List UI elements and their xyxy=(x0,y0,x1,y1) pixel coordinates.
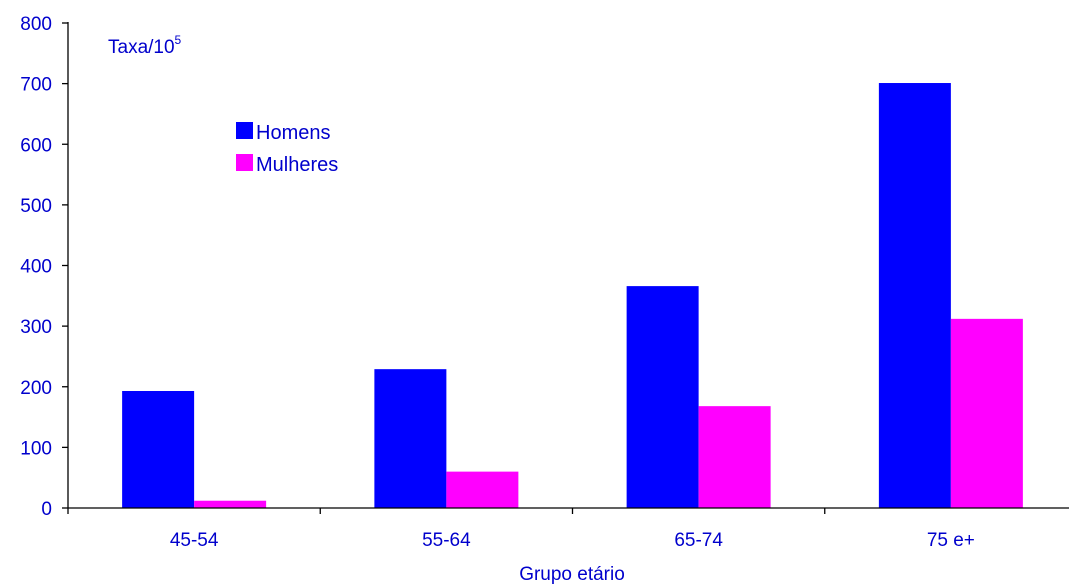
y-tick-label: 200 xyxy=(20,378,52,399)
y-tick-label: 100 xyxy=(20,438,52,459)
bar-mulheres-75eplus xyxy=(950,318,1023,508)
tick-labels-group: 0 100 200 300 400 500 600 700 800 45-54 55-64 65-74… xyxy=(20,14,975,551)
y-tick-label: 0 xyxy=(41,499,52,520)
x-tick-label: 45-54 xyxy=(170,530,219,551)
x-tick-label: 65-74 xyxy=(674,530,723,551)
y-tick-label: 600 xyxy=(20,135,52,156)
x-axis-title: Grupo etário xyxy=(519,564,625,585)
y-axis-label-superscript: 5 xyxy=(175,33,182,47)
bar-mulheres-65-74 xyxy=(698,406,771,508)
legend-swatch-homens xyxy=(236,122,253,139)
axes-group xyxy=(62,22,1069,514)
legend-label-mulheres: Mulheres xyxy=(256,154,338,176)
legend-label-homens: Homens xyxy=(256,122,330,144)
y-tick-label: 300 xyxy=(20,317,52,338)
bar-mulheres-55-64 xyxy=(446,471,519,508)
bar-homens-55-64 xyxy=(374,369,447,508)
y-tick-label: 700 xyxy=(20,75,52,96)
y-tick-label: 800 xyxy=(20,14,52,35)
x-tick-label: 75 e+ xyxy=(927,530,975,551)
y-tick-label: 400 xyxy=(20,257,52,278)
legend: Homens Mulheres xyxy=(236,122,338,176)
y-axis-label-base: Taxa/10 xyxy=(108,37,175,58)
y-axis-label: Taxa/105 xyxy=(108,33,182,58)
bars-group xyxy=(122,83,1023,509)
legend-swatch-mulheres xyxy=(236,154,253,171)
bar-homens-65-74 xyxy=(626,286,699,508)
y-tick-label: 500 xyxy=(20,196,52,217)
x-tick-label: 55-64 xyxy=(422,530,471,551)
bar-homens-75eplus xyxy=(878,83,951,509)
bar-homens-45-54 xyxy=(122,390,195,508)
bar-mulheres-45-54 xyxy=(194,500,267,508)
